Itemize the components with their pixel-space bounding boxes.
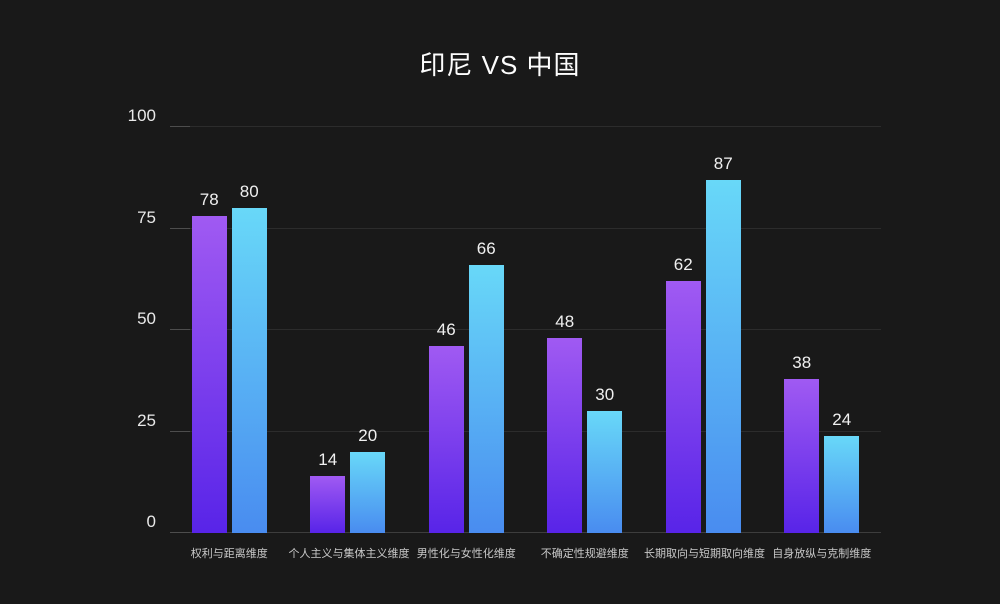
x-axis-label: 个人主义与集体主义维度 [288,548,410,560]
x-axis-label: 自身放纵与克制维度 [772,548,872,560]
bar-value-label: 62 [673,255,693,275]
bar-indonesia[interactable]: 46 [428,320,464,533]
bar-value-label: 20 [358,425,378,445]
bar-indonesia[interactable]: 62 [665,255,701,533]
y-axis-label: 100 [127,106,156,125]
gridline [170,126,881,127]
y-axis-label: 0 [146,512,156,531]
bar-china[interactable]: 87 [705,154,741,533]
bar-indonesia[interactable]: 48 [547,312,583,533]
bar-value-label: 78 [199,190,219,210]
bar-china[interactable]: 24 [824,410,860,533]
y-axis-tick [170,329,190,330]
bar-china[interactable]: 66 [468,239,504,533]
bar-value-label: 46 [436,320,456,340]
y-axis-label: 25 [137,410,156,430]
bar-value-label: 30 [595,385,615,405]
bar-group: 62 87 [644,127,763,533]
gridline [170,430,881,432]
bar-china[interactable]: 30 [587,385,623,533]
bar-group: 48 30 [526,127,645,533]
x-axis-label: 长期取向与短期取向维度 [644,548,765,560]
gridline [170,329,881,330]
chart-title: 印尼 VS 中国 [419,50,581,80]
bar-value-label: 48 [555,312,575,332]
x-axis-label: 男性化与女性化维度 [416,548,516,560]
bar-value-label: 80 [239,182,259,202]
y-axis-tick [170,126,190,127]
bar-value-label: 24 [832,409,852,429]
bar-group: 78 80 [170,127,289,533]
bar-group: 46 66 [407,127,526,533]
bar-china[interactable]: 20 [350,426,386,533]
bar-group: 14 20 [289,127,408,533]
bar-indonesia[interactable]: 14 [310,450,346,533]
x-axis-label: 不确定性规避维度 [540,548,629,560]
bar-china[interactable]: 80 [231,182,267,533]
bar-value-label: 87 [713,153,733,173]
plot-area: 0 25 50 75 100 78 80 权利与距离维度 14 20 个人主义与集体主义维度 46 66… [128,106,882,560]
bar-indonesia[interactable]: 38 [784,353,820,533]
x-axis-label: 权利与距离维度 [190,548,268,560]
y-axis-tick [170,227,190,229]
bar-value-label: 38 [792,352,812,372]
y-axis-tick [170,532,190,533]
gridline [170,227,881,229]
bar-value-label: 14 [318,450,338,470]
bar-group: 38 24 [763,127,882,533]
x-axis-line [170,532,881,533]
bar-value-label: 66 [476,239,496,259]
y-axis-tick [170,430,190,432]
y-axis-label: 50 [137,309,156,328]
y-axis-label: 75 [137,207,156,227]
bar-indonesia[interactable]: 78 [191,190,227,533]
